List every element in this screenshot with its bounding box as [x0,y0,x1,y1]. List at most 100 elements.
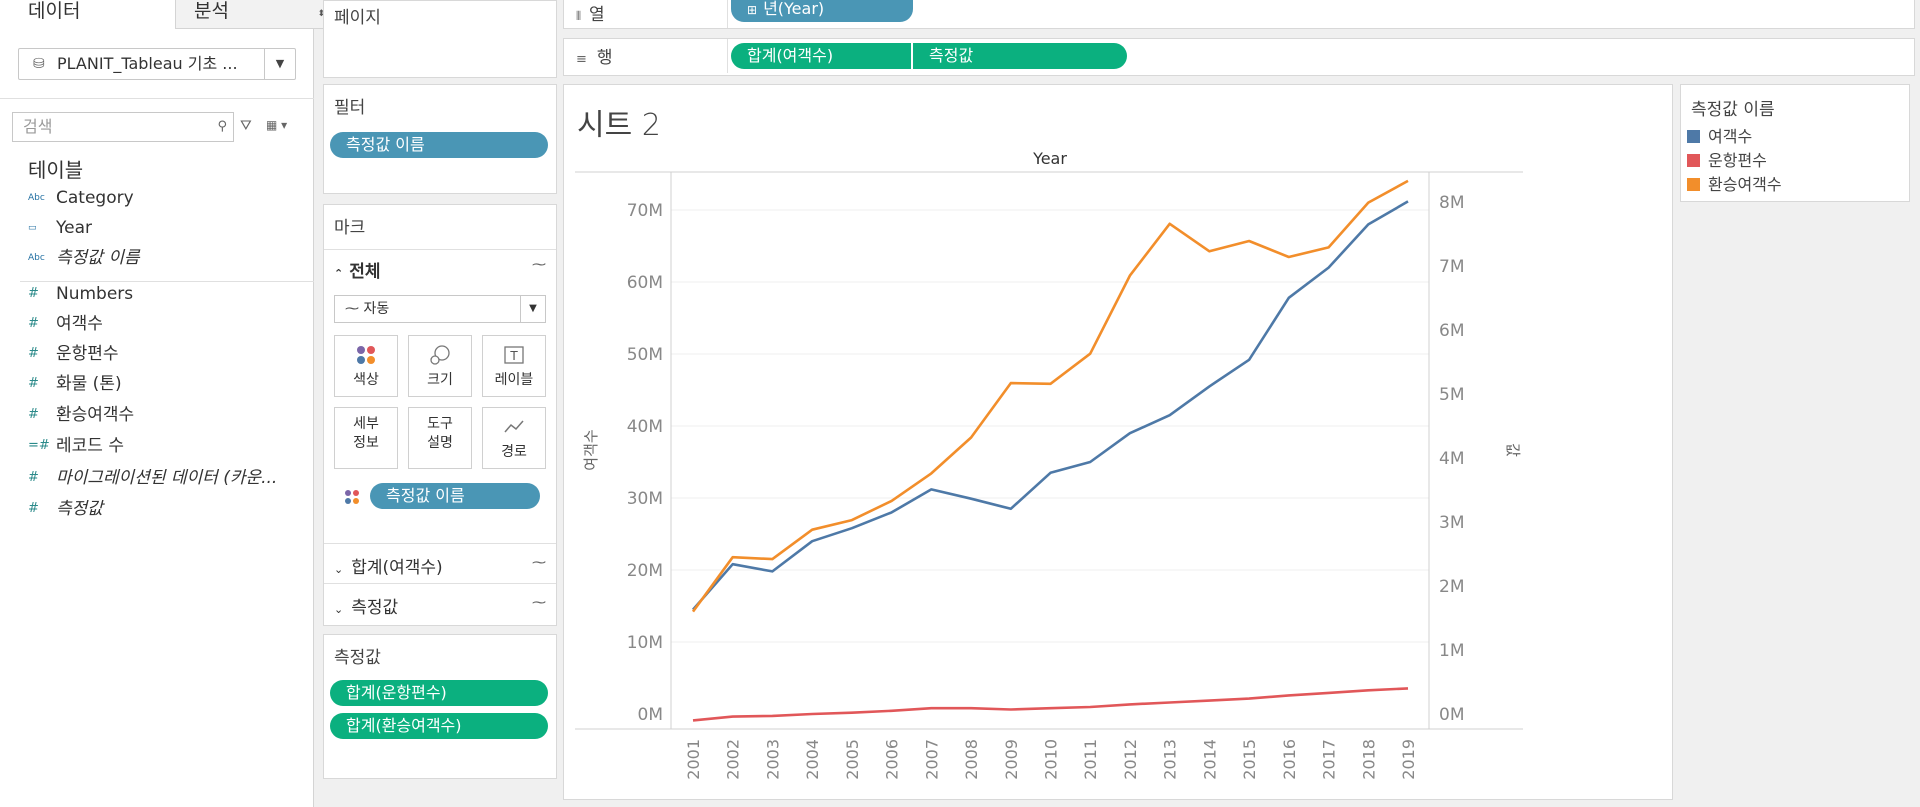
filter-pill-measure-names[interactable]: 측정값 이름 [330,132,548,158]
marks-measure-values-label: 측정값 [351,598,399,618]
datasource-icon: ⛁ [33,56,45,72]
mark-type-select[interactable]: ⁓ 자동 ▼ [334,295,546,323]
divider [20,281,314,282]
field-item[interactable]: # 환승여객수 [28,401,314,429]
data-pane: 데이터 분석 ⬍ ⛁ PLANIT_Tableau 기초 ... ▼ 검색 ⚲ ⛛… [0,0,333,807]
field-item[interactable]: # Numbers [28,280,314,308]
measure-pill-transfer[interactable]: 합계(환승여객수) [330,713,548,739]
rows-pill-measure-values[interactable]: 측정값 [913,43,1127,69]
field-item[interactable]: ▭ Year [28,214,314,242]
expand-icon: ⌄ [334,563,344,576]
columns-shelf[interactable]: ⫴ 열 ⊞ 년(Year) [563,0,1915,29]
svg-text:T: T [509,349,518,363]
field-name: Numbers [56,284,134,304]
rows-shelf[interactable]: ≡ 행 합계(여객수) 측정값 [563,38,1915,76]
field-item[interactable]: Abc 측정값 이름 [28,244,314,272]
right-tick-label: 7M [1439,257,1464,277]
line-mark-icon: ⁓ [532,555,546,571]
legend-swatch [1687,178,1700,191]
right-tick-label: 5M [1439,385,1464,405]
legend-item[interactable]: 여객수 [1687,125,1752,149]
datasource-select[interactable]: ⛁ PLANIT_Tableau 기초 ... ▼ [18,48,296,80]
left-axis-title: 여객수 [582,429,600,470]
x-tick-label: 2018 [1359,739,1378,780]
chart-gridlines [671,209,1429,643]
color-dots-icon [344,489,360,509]
field-item[interactable]: # 측정값 [28,495,314,523]
size-button[interactable]: 크기 [408,335,472,397]
line-mark-icon: ⁓ [532,595,546,611]
legend-label: 환승여객수 [1708,175,1782,194]
x-tick-label: 2010 [1042,739,1061,780]
field-item[interactable]: # 운항편수 [28,340,314,368]
right-tick-label: 2M [1439,577,1464,597]
number-type-icon: # [28,346,39,361]
series-line-2 [691,179,1409,613]
x-tick-label: 2007 [922,739,941,780]
path-icon [483,416,545,440]
chart-labels: Year 0M 10M 20M 30M 40M 50M 60M 70M 0M 1M 2M 3M 4M 5M 6… [582,149,1522,780]
search-placeholder: 검색 [23,117,53,136]
marks-measure-values-header[interactable]: ⌄ 측정값 [334,593,398,618]
left-tick-label: 60M [627,273,663,293]
calc-number-type-icon: =# [28,438,50,453]
text-label-icon: T [483,344,545,368]
path-button[interactable]: 경로 [482,407,546,469]
marks-all-header[interactable]: ⌃ 전체 [334,257,381,282]
legend-item[interactable]: 운항편수 [1687,149,1767,173]
measure-pill-flights[interactable]: 합계(운항편수) [330,680,548,706]
x-tick-label: 2002 [724,739,743,780]
x-tick-label: 2017 [1320,739,1339,780]
expand-plus-icon: ⊞ [747,3,758,17]
x-tick-label: 2003 [763,739,782,780]
rows-pill-sum-passengers[interactable]: 합계(여객수) [731,43,911,69]
measure-values-shelf[interactable]: 측정값 합계(운항편수) 합계(환승여객수) [323,634,557,779]
tab-data[interactable]: 데이터 [0,0,203,28]
filter-icon[interactable]: ⛛ [240,118,252,134]
columns-pill-text: 년(Year) [763,0,825,18]
collapse-icon: ⌃ [334,267,344,280]
marks-card: 마크 ⌃ 전체 ⁓ ⁓ 자동 ▼ 색상 크기 T 레이블 세부 정보 도구 설명 경로 … [323,204,557,626]
marks-sum-passengers-header[interactable]: ⌄ 합계(여객수) [334,553,443,578]
field-item[interactable]: # 여객수 [28,310,314,338]
field-item[interactable]: # 화물 (톤) [28,370,314,398]
string-type-icon: Abc [28,253,45,263]
color-dots-icon [335,344,397,368]
number-type-icon: # [28,376,39,391]
marks-sum-passengers-label: 합계(여객수) [351,558,443,578]
filters-title: 필터 [334,98,366,118]
left-tick-label: 20M [627,561,663,581]
line-chart[interactable]: Year 0M 10M 20M 30M 40M 50M 60M 70M 0M 1M 2M 3M 4M 5M 6… [563,84,1673,800]
expand-icon: ⌄ [334,603,344,616]
legend-swatch [1687,130,1700,143]
x-tick-label: 2014 [1200,739,1219,780]
measure-values-title: 측정값 [334,648,381,668]
field-item[interactable]: Abc Category [28,184,314,212]
legend-item[interactable]: 환승여객수 [1687,173,1782,197]
chevron-down-icon[interactable]: ▼ [264,49,295,79]
tooltip-button[interactable]: 도구 설명 [408,407,472,469]
field-item[interactable]: # 마이그레이션된 데이터 (카운... [28,464,314,492]
x-tick-label: 2008 [962,739,981,780]
columns-pill-year[interactable]: ⊞ 년(Year) [731,0,913,22]
detail-label-2: 정보 [353,435,379,451]
x-tick-label: 2013 [1161,739,1180,780]
pages-shelf[interactable]: 페이지 [323,0,557,78]
x-tick-label: 2016 [1280,739,1299,780]
datasource-name: PLANIT_Tableau 기초 ... [57,54,238,73]
left-tick-label: 70M [627,201,663,221]
label-button[interactable]: T 레이블 [482,335,546,397]
color-pill-measure-names[interactable]: 측정값 이름 [370,483,540,509]
field-item[interactable]: =# 레코드 수 [28,432,314,460]
x-tick-label: 2001 [684,739,703,780]
search-input[interactable]: 검색 ⚲ [12,112,234,142]
color-button[interactable]: 색상 [334,335,398,397]
filters-shelf[interactable]: 필터 측정값 이름 [323,84,557,194]
right-tick-label: 4M [1439,449,1464,469]
view-options-icon[interactable]: ▦ ▾ [266,118,288,132]
mark-type-label: 자동 [363,301,390,317]
detail-label-1: 세부 [353,416,379,432]
tab-analysis[interactable]: 분석 ⬍ [175,0,333,29]
color-legend[interactable]: 측정값 이름 여객수 운항편수 환승여객수 [1680,84,1910,202]
